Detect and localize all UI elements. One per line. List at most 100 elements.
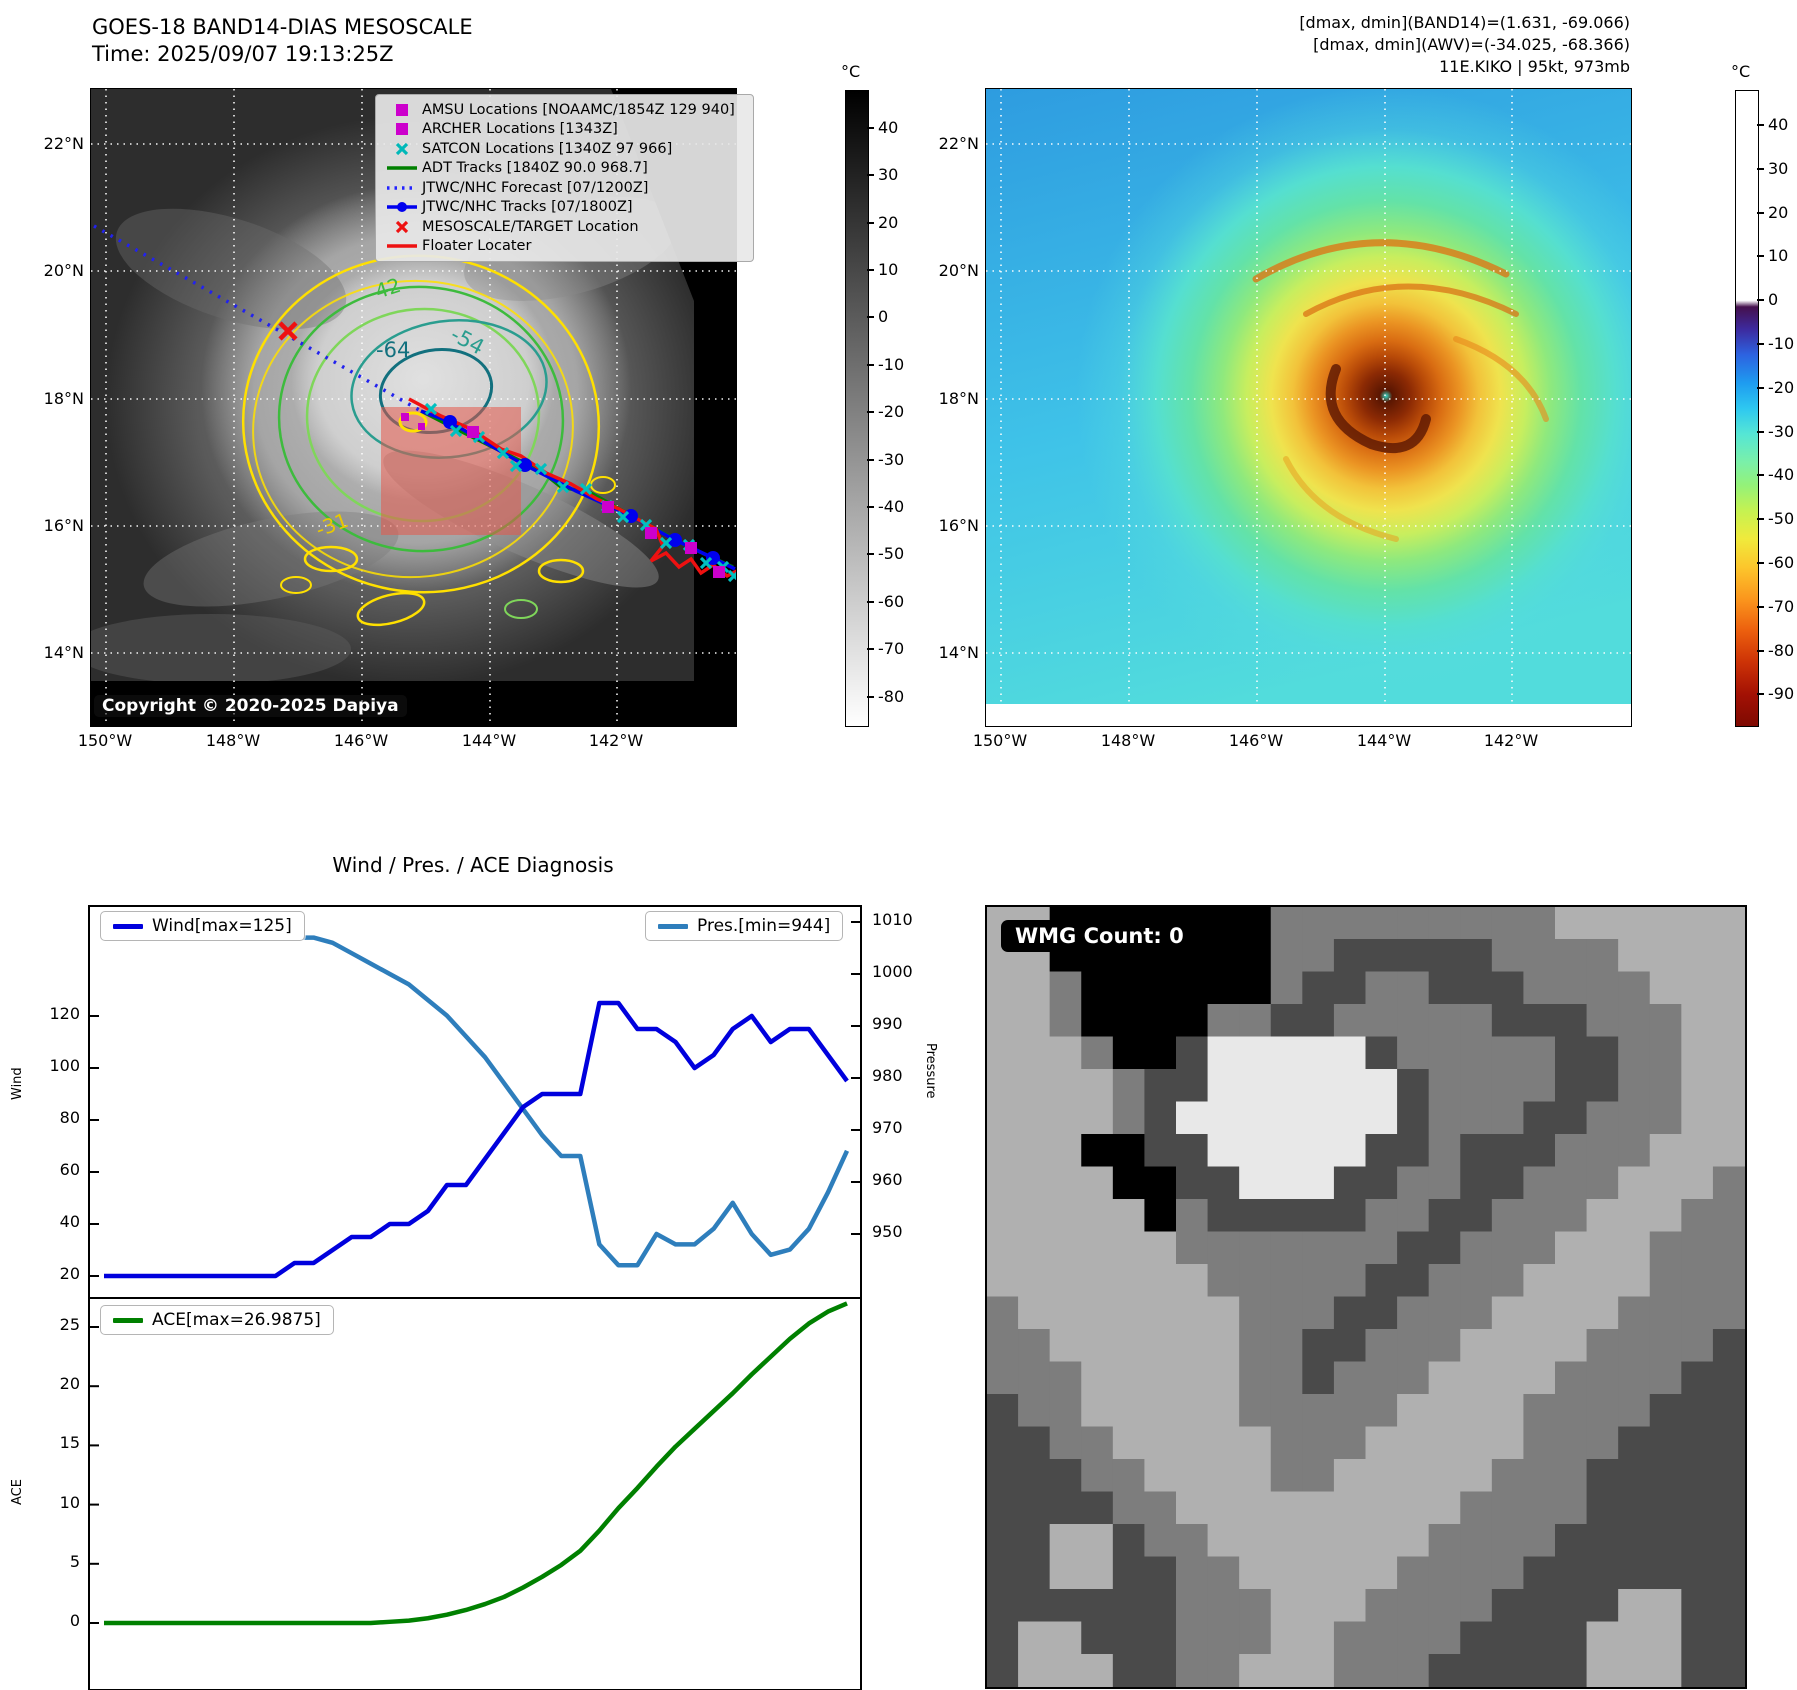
- ace-tick-label: 20: [59, 1374, 80, 1394]
- amsu-marker: [401, 413, 409, 421]
- lat-tick-label: 22°N: [938, 134, 979, 153]
- dotted-legend-icon: [382, 181, 422, 195]
- square-legend-icon: [382, 103, 422, 117]
- dmax-band14: [dmax, dmin](BAND14)=(1.631, -69.066): [1299, 13, 1630, 32]
- ace-tick-label: 0: [69, 1611, 80, 1630]
- legend-item: ADT Tracks [1840Z 90.0 968.7]: [382, 159, 745, 179]
- ace-tick-label: 15: [59, 1433, 80, 1453]
- colorbar-tick-label: -80: [1768, 640, 1795, 660]
- copyright-watermark: Copyright © 2020-2025 Dapiya: [94, 695, 407, 717]
- lon-tick-label: 148°W: [1100, 731, 1156, 750]
- eye-contour: [398, 411, 428, 433]
- lat-tick-label: 16°N: [43, 516, 84, 535]
- lon-tick-label: 150°W: [972, 731, 1028, 750]
- lat-tick-label: 22°N: [43, 134, 84, 153]
- colorbar-tick-label: 30: [1768, 158, 1789, 178]
- legend-item: JTWC/NHC Tracks [07/1800Z]: [382, 198, 745, 218]
- legend-item-label: Floater Locater: [422, 238, 532, 255]
- colorbar-tick-label: -50: [878, 544, 905, 564]
- colorbar-tick-mark: [1757, 255, 1764, 258]
- colorbar-tick-label: -90: [1768, 684, 1795, 704]
- ace-tick-label: 10: [59, 1492, 80, 1512]
- pressure-axis-label: Pressure: [923, 1043, 938, 1099]
- wind-tick-label: 20: [59, 1264, 80, 1283]
- wind-tick-label: 80: [59, 1108, 80, 1127]
- pressure-legend-label: Pres.[min=944]: [697, 916, 831, 936]
- colorbar-tick-mark: [1757, 693, 1764, 696]
- pressure-legend: Pres.[min=944]: [645, 911, 844, 941]
- pressure-tick-label: 980: [872, 1066, 903, 1085]
- legend-item-label: JTWC/NHC Tracks [07/1800Z]: [422, 199, 633, 216]
- wind-line: [104, 1000, 849, 1279]
- colorbar-tick-label: 40: [1768, 115, 1789, 135]
- colorbar-tick-label: -40: [1768, 465, 1795, 485]
- colorbar-tick-label: -30: [878, 449, 905, 469]
- lat-tick-label: 14°N: [43, 643, 84, 662]
- legend-item: ARCHER Locations [1343Z]: [382, 120, 745, 140]
- lat-tick-label: 14°N: [938, 643, 979, 662]
- no-data-strip: [986, 704, 1631, 726]
- lon-tick-label: 146°W: [333, 731, 389, 750]
- colorbar-tick-label: 10: [1768, 246, 1789, 266]
- wind-legend-label: Wind[max=125]: [152, 916, 292, 936]
- colorbar-tick-mark: [1757, 167, 1764, 170]
- wind-pressure-chart: [88, 905, 862, 1301]
- legend-item-label: SATCON Locations [1340Z 97 966]: [422, 140, 673, 157]
- colorbar-tick-label: -40: [878, 497, 905, 516]
- pressure-tick-label: 960: [872, 1170, 903, 1189]
- wind-tick-label: 120: [49, 1004, 80, 1023]
- lat-tick-label: 18°N: [938, 389, 979, 408]
- colorbar-tick-mark: [1757, 430, 1764, 433]
- pressure-line: [104, 930, 850, 1268]
- legend-item-label: JTWC/NHC Forecast [07/1200Z]: [422, 179, 649, 196]
- colorbar-tick-mark: [867, 648, 874, 651]
- colorbar-tick-mark: [1757, 518, 1764, 521]
- convective-bands: [1252, 239, 1549, 542]
- colorbar-tick-label: 10: [878, 260, 899, 280]
- colorbar-tick-label: 30: [878, 165, 899, 185]
- ace-tick-label: 25: [59, 1315, 80, 1334]
- awv-color-map: [985, 88, 1632, 727]
- colorbar-tick-mark: [867, 221, 874, 224]
- band14-header: GOES-18 BAND14-DIAS MESOSCALE Time: 2025…: [92, 14, 473, 68]
- colorbar-tick-label: -20: [1768, 377, 1795, 397]
- awv-header: [dmax, dmin](BAND14)=(1.631, -69.066) [d…: [1299, 12, 1630, 78]
- colorbar-tick-mark: [1757, 124, 1764, 127]
- colorbar-tick-mark: [867, 363, 874, 366]
- band14-map-legend: AMSU Locations [NOAAMC/1854Z 129 940] ARC…: [375, 94, 754, 262]
- colorbar-tick-label: 40: [878, 117, 899, 137]
- awv-colorbar: [1735, 90, 1759, 727]
- ace-axis-label: ACE: [10, 1479, 25, 1505]
- wmg-panel: WMG Count: 0: [985, 905, 1747, 1689]
- colorbar-tick-mark: [867, 695, 874, 698]
- pressure-tick-label: 970: [872, 1118, 903, 1137]
- band14-colorbar-unit: °C: [841, 62, 861, 81]
- lon-tick-label: 142°W: [588, 731, 644, 750]
- colorbar-tick-label: -10: [1768, 334, 1795, 353]
- wmg-count-label: WMG Count: 0: [1001, 920, 1198, 952]
- square-legend-icon: [382, 122, 422, 136]
- colorbar-tick-label: -60: [878, 591, 905, 611]
- lon-tick-label: 142°W: [1483, 731, 1539, 750]
- colorbar-tick-label: -10: [878, 354, 905, 374]
- pressure-tick-label: 1000: [872, 962, 913, 981]
- ace-chart: [88, 1297, 862, 1690]
- band14-satellite-map: -64 -54 -42 -31 AMSU Locations [NOAAMC/1…: [90, 88, 754, 727]
- legend-item-label: ARCHER Locations [1343Z]: [422, 121, 618, 138]
- track-markers: [424, 402, 736, 583]
- colorbar-tick-mark: [1757, 605, 1764, 608]
- wind-axis-label: Wind: [10, 1067, 25, 1100]
- lon-tick-label: 150°W: [77, 731, 133, 750]
- colorbar-tick-label: -70: [1768, 596, 1795, 616]
- pressure-legend-swatch: [658, 923, 688, 929]
- wind-tick-label: 100: [49, 1056, 80, 1075]
- lat-tick-label: 18°N: [43, 389, 84, 408]
- ace-legend-swatch: [113, 1317, 143, 1323]
- colorbar-tick-mark: [867, 316, 874, 319]
- line-legend-icon: [382, 161, 422, 175]
- storm-id: 11E.KIKO | 95kt, 973mb: [1439, 57, 1630, 76]
- colorbar-tick-mark: [1757, 299, 1764, 302]
- colorbar-tick-label: 20: [1768, 202, 1789, 222]
- mesoscale-target-x-icon: [278, 321, 298, 341]
